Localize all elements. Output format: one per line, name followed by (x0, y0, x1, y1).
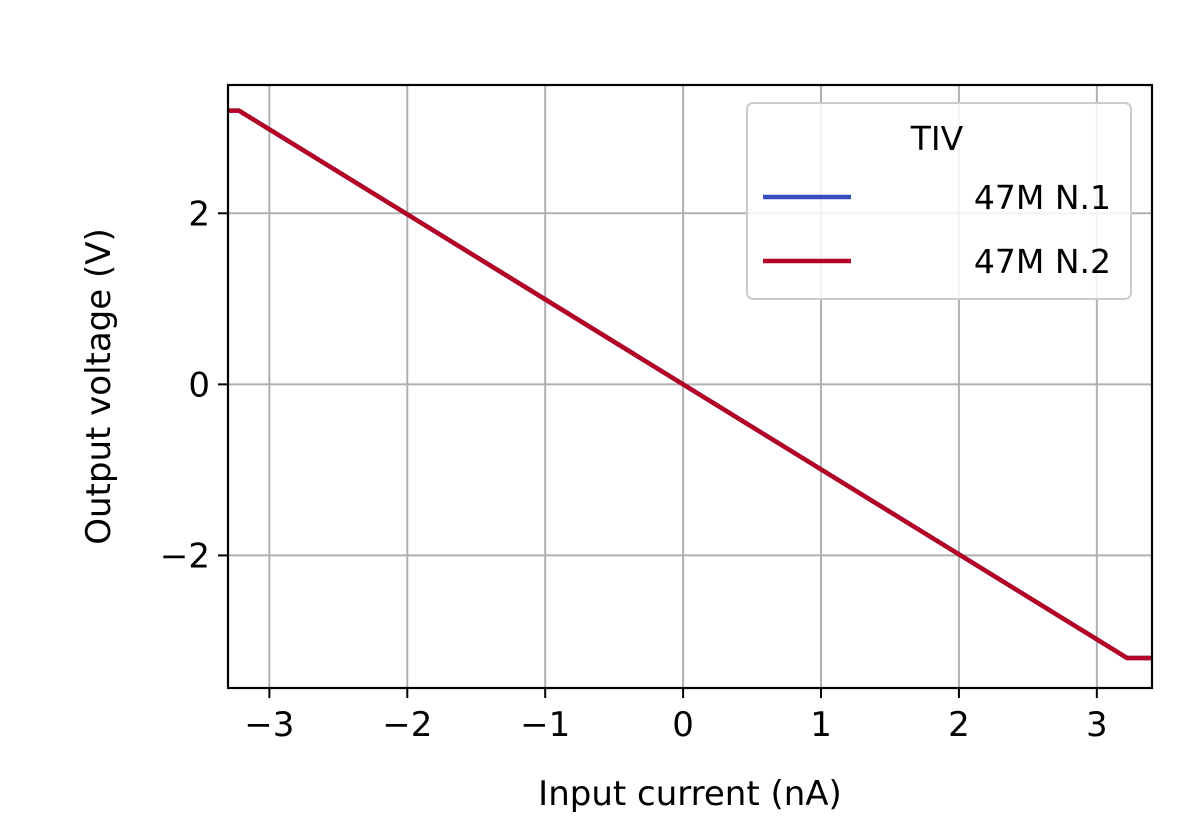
x-tick-label: 3 (1086, 705, 1108, 745)
x-axis-label: Input current (nA) (538, 774, 842, 814)
x-tick-label: 0 (672, 705, 694, 745)
x-tick-label: 2 (948, 705, 970, 745)
y-tick-label: −2 (160, 536, 210, 576)
x-axis-ticks: −3 −2 −1 0 1 2 3 (244, 688, 1108, 745)
x-tick-label: −2 (382, 705, 432, 745)
legend-entry-label: 47M N.2 (974, 242, 1111, 281)
series-line (228, 108, 1152, 661)
plot-area-frame (226, 83, 1154, 690)
y-axis-label: Output voltage (V) (79, 228, 119, 545)
legend-box (746, 102, 1132, 300)
y-tick-label: 2 (188, 194, 210, 234)
legend-title: TIV (910, 119, 964, 158)
y-tick-label: 0 (188, 365, 210, 405)
y-axis-ticks: −2 0 2 (160, 194, 228, 576)
x-tick-label: −1 (520, 705, 570, 745)
x-tick-label: 1 (810, 705, 832, 745)
x-tick-label: −3 (244, 705, 294, 745)
legend-entry-label: 47M N.1 (974, 178, 1111, 217)
legend: TIV 47M N.1 47M N.2 (746, 102, 1132, 300)
series-lines (228, 108, 1152, 661)
legend-entries: 47M N.1 47M N.2 (763, 178, 1111, 281)
